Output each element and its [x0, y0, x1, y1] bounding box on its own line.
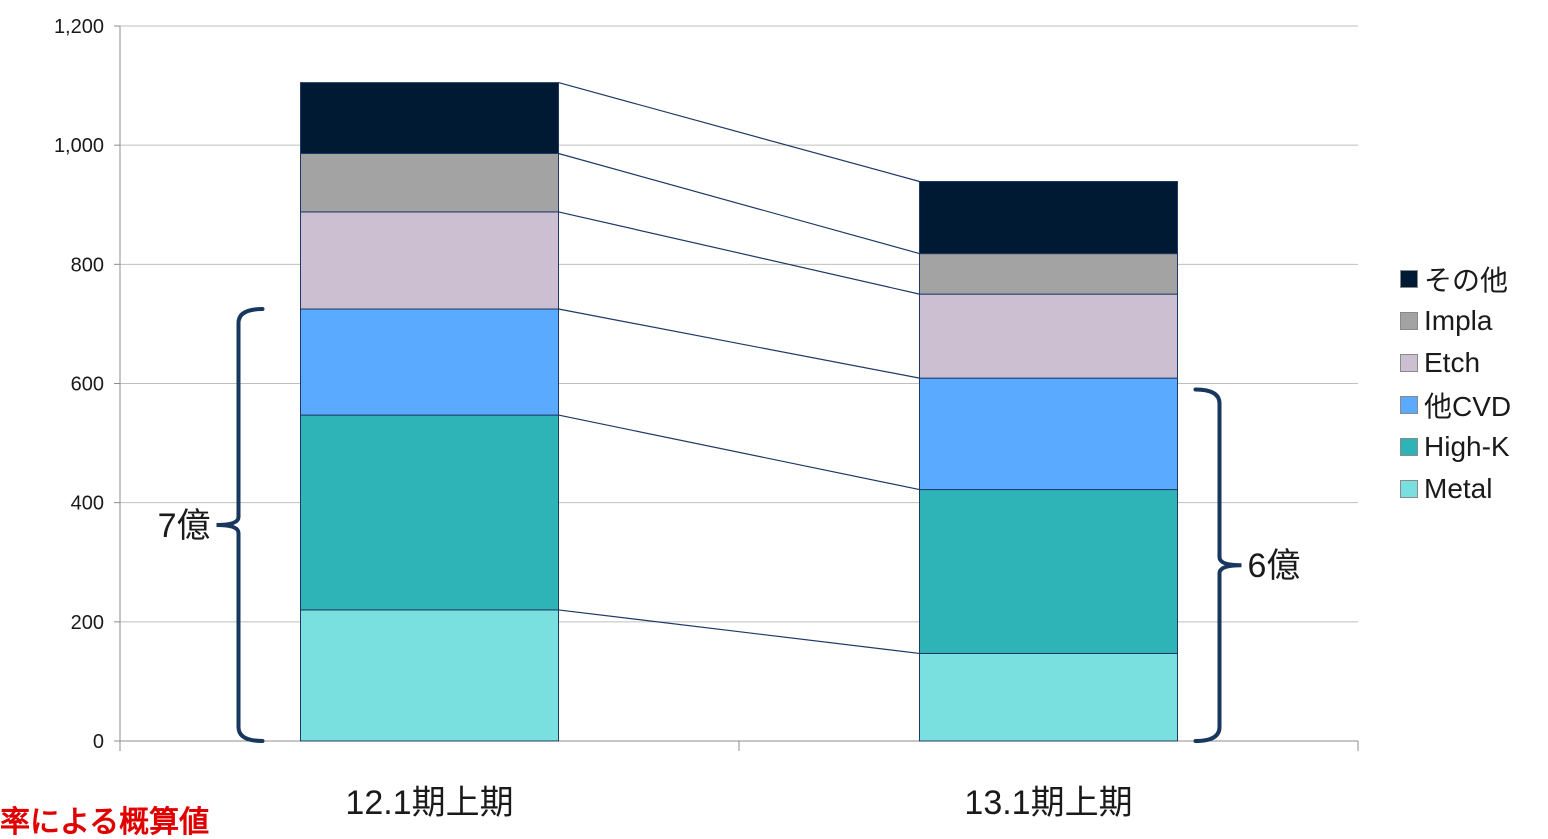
brace-label: 7億	[158, 507, 211, 545]
connector-line-Impla	[558, 152, 920, 255]
legend-swatch	[1400, 312, 1418, 330]
connector-line-Etch	[558, 211, 920, 295]
bar-その他-12.1期上期	[300, 82, 559, 155]
legend-swatch	[1400, 396, 1418, 414]
legend-item: Impla	[1400, 300, 1511, 342]
legend-item: Etch	[1400, 342, 1511, 384]
legend-item: High-K	[1400, 426, 1511, 468]
bar-High-K-13.1期上期	[919, 489, 1178, 654]
legend-item: Metal	[1400, 468, 1511, 510]
connector-line-他CVD	[558, 308, 920, 379]
x-category-label: 13.1期上期	[964, 784, 1132, 822]
bar-Metal-13.1期上期	[919, 652, 1178, 742]
brace-annotation	[216, 307, 265, 743]
bar-他CVD-13.1期上期	[919, 377, 1178, 491]
y-tick-label: 800	[71, 254, 104, 276]
chart-legend: その他 Impla Etch 他CVD High-K Metal	[1400, 258, 1511, 510]
bar-Impla-13.1期上期	[919, 253, 1178, 295]
connector-line-Metal	[558, 609, 920, 655]
legend-label: Metal	[1424, 473, 1493, 504]
bar-Etch-13.1期上期	[919, 293, 1178, 379]
brace-label: 6億	[1248, 547, 1301, 585]
bar-Impla-12.1期上期	[300, 153, 559, 213]
footnote-text: 率による概算値	[0, 806, 210, 839]
brace-annotation	[1193, 387, 1242, 743]
legend-label: Impla	[1424, 305, 1493, 336]
legend-label: 他CVD	[1424, 391, 1512, 422]
bar-他CVD-12.1期上期	[300, 308, 559, 416]
legend-label: High-K	[1424, 431, 1510, 462]
y-tick-label: 1,200	[54, 16, 104, 38]
legend-item: 他CVD	[1400, 384, 1511, 426]
legend-swatch	[1400, 480, 1418, 498]
y-tick-label: 0	[93, 731, 104, 753]
x-category-label: 12.1期上期	[345, 784, 513, 822]
connector-line-High-K	[558, 414, 920, 491]
legend-label: その他	[1424, 265, 1509, 296]
bar-Metal-12.1期上期	[300, 609, 559, 742]
legend-swatch	[1400, 354, 1418, 372]
connector-line-その他	[558, 82, 920, 183]
y-tick-label: 200	[71, 612, 104, 634]
legend-item: その他	[1400, 258, 1511, 300]
bar-その他-13.1期上期	[919, 181, 1178, 255]
bar-High-K-12.1期上期	[300, 414, 559, 611]
legend-swatch	[1400, 270, 1418, 288]
legend-label: Etch	[1424, 347, 1481, 378]
bar-Etch-12.1期上期	[300, 211, 559, 310]
y-tick-label: 1,000	[54, 135, 104, 157]
legend-swatch	[1400, 438, 1418, 456]
y-tick-label: 600	[71, 374, 104, 396]
y-tick-label: 400	[71, 493, 104, 515]
stacked-bar-chart: 0 200 400 600 800 1,000 1,200 12.1期上期 13.1期上期 7億 6…	[54, 16, 1359, 822]
